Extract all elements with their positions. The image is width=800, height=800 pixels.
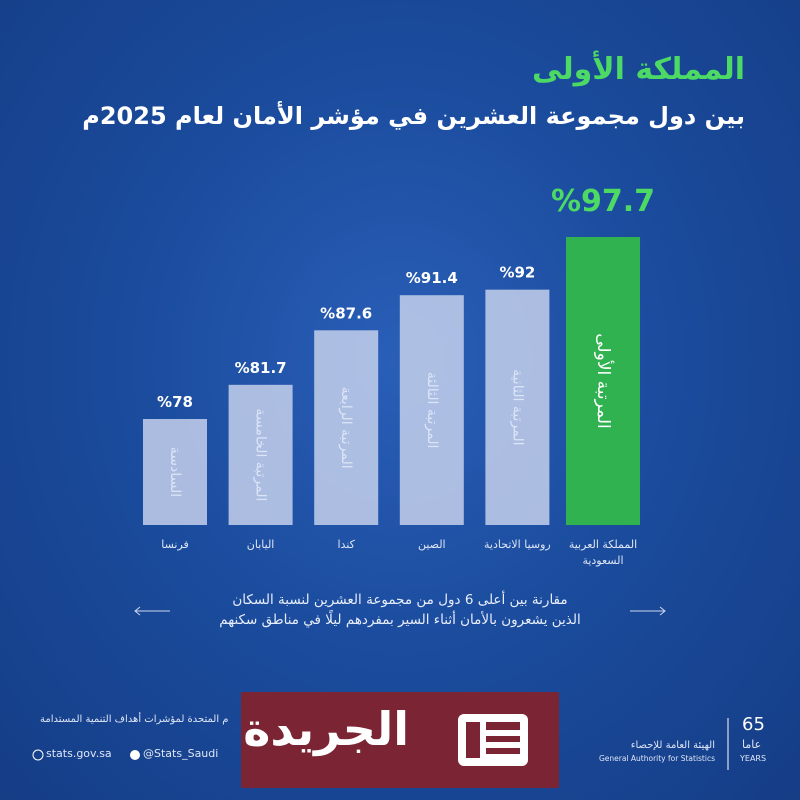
org-en: General Authority for Statistics [598,754,715,763]
years-number: 65 [742,714,765,735]
handle: @Stats_Saudi [143,747,219,760]
category-label: اليابان [246,538,275,551]
org-ar: الهيئة العامة للإحصاء [630,740,715,751]
chart-subtitle: بين دول مجموعة العشرين في مؤشر الأمان لع… [82,102,745,130]
value-label: %87.6 [320,304,372,322]
bar [314,330,379,525]
years-en: YEARS [740,754,767,763]
caption: مقارنة بين أعلى 6 دول من مجموعة العشرين … [232,592,568,608]
category-label: فرنسا [161,538,189,551]
rank-label: المرتبة الثانية [509,369,525,445]
newspaper-icon [458,714,528,766]
value-label: %81.7 [235,359,287,377]
caption: الذين يشعرون بالأمان أثناء السير بمفردهم… [219,612,581,628]
x-icon [130,750,140,760]
value-label: %97.7 [551,184,655,219]
category-label: المملكة العربية السعودية [568,538,638,567]
chart-title: المملكة الأولى [532,52,745,87]
value-label: %78 [157,393,193,411]
rank-label: السادسة [167,447,183,497]
value-label: %92 [499,264,535,282]
watermark: الجريدة [241,692,559,788]
bar [228,384,293,525]
category-label: الصين [417,538,446,551]
rank-label: المرتبة الثالثة [424,372,440,449]
website: stats.gov.sa [46,747,112,760]
rank-label: المرتبة الخامسة [253,408,269,501]
arrow-head [659,606,666,616]
bar [143,419,207,525]
value-label: %91.4 [406,269,458,287]
bar [485,289,550,525]
rank-label: المرتبة الأولى [593,333,614,428]
category-label: كندا [337,538,355,551]
footer-note: م المتحدة لمؤشرات أهداف التنمية المستدام… [40,714,229,725]
arrow-head [134,606,141,616]
years-ar: عاما [742,738,762,751]
web-icon [32,749,44,761]
watermark-text: الجريدة [243,702,409,756]
bar [566,237,640,525]
category-label: روسيا الاتحادية [484,538,551,551]
bar [399,295,464,525]
rank-label: المرتبة الرابعة [338,387,354,469]
